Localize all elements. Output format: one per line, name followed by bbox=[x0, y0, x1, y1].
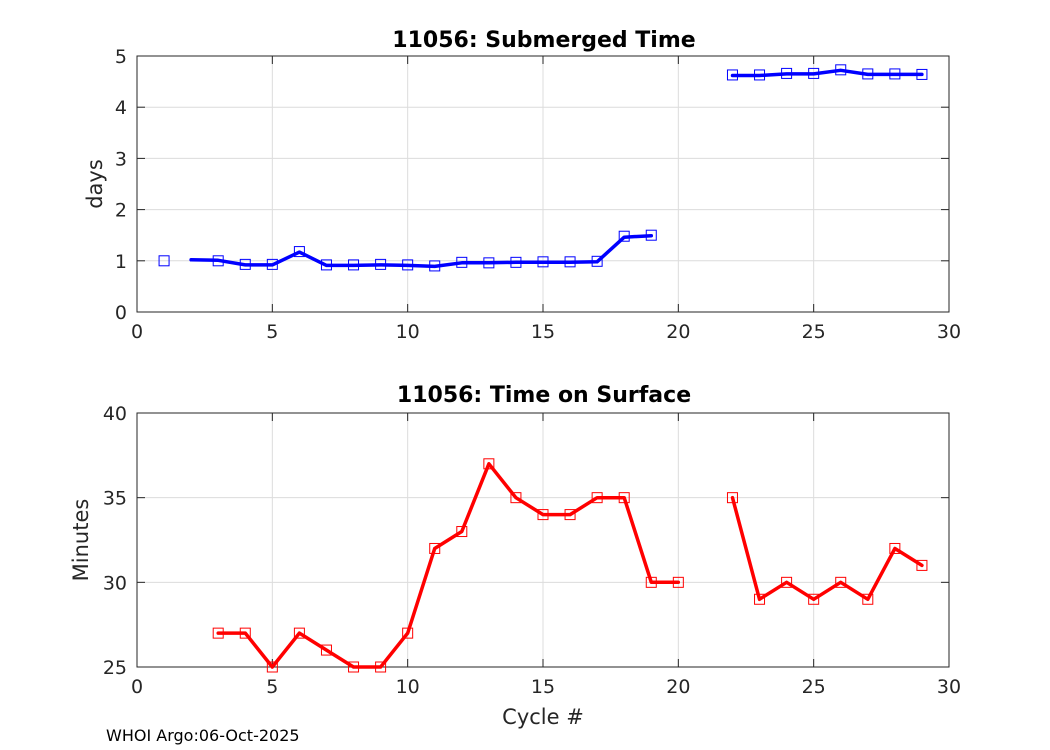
data-point-marker bbox=[375, 258, 387, 270]
y-tick-label: 35 bbox=[103, 488, 127, 510]
series-line bbox=[216, 462, 681, 669]
y-tick-label: 3 bbox=[115, 148, 127, 170]
data-point-marker bbox=[889, 68, 901, 80]
series-line bbox=[730, 68, 924, 78]
data-point-marker bbox=[618, 230, 630, 242]
data-point-marker bbox=[808, 593, 820, 605]
y-tick-label: 0 bbox=[115, 302, 127, 324]
submerged-time-plot: 11056: Submerged Time days 0 5 10 15 20 25 300… bbox=[83, 28, 961, 343]
data-point-marker bbox=[781, 67, 793, 79]
footer-text: WHOI Argo:06-Oct-2025 bbox=[106, 726, 300, 745]
x-tick-label: 25 bbox=[802, 321, 826, 343]
data-point-marker bbox=[726, 69, 738, 81]
x-tick-label: 0 bbox=[131, 321, 143, 343]
x-axis-label: Cycle # bbox=[502, 705, 584, 729]
data-point-marker bbox=[239, 627, 251, 639]
data-point-marker bbox=[591, 255, 603, 267]
y-tick-label: 40 bbox=[103, 403, 127, 425]
data-point-marker bbox=[266, 258, 278, 270]
x-tick-label: 20 bbox=[666, 321, 690, 343]
data-point-marker bbox=[456, 256, 468, 268]
y-tick-label: 5 bbox=[115, 46, 127, 68]
y-tick-label: 1 bbox=[115, 251, 127, 273]
data-point-marker bbox=[239, 258, 251, 270]
axes-frame bbox=[136, 412, 950, 668]
chart-title: 11056: Submerged Time bbox=[392, 28, 695, 53]
series-line bbox=[730, 495, 924, 602]
data-point-marker bbox=[510, 492, 522, 504]
data-point-marker bbox=[158, 255, 170, 267]
data-point-marker bbox=[402, 627, 414, 639]
x-tick-label: 10 bbox=[396, 321, 420, 343]
x-tick-label: 15 bbox=[531, 321, 555, 343]
data-point-marker bbox=[537, 256, 549, 268]
data-point-marker bbox=[645, 229, 657, 241]
data-point-marker bbox=[375, 661, 387, 673]
x-tick-label: 30 bbox=[937, 676, 961, 698]
x-tick-label: 10 bbox=[396, 676, 420, 698]
data-point-marker bbox=[537, 509, 549, 521]
x-tick-label: 5 bbox=[266, 321, 278, 343]
x-tick-label: 30 bbox=[937, 321, 961, 343]
x-tick-label: 25 bbox=[802, 676, 826, 698]
data-point-marker bbox=[835, 576, 847, 588]
data-point-marker bbox=[916, 68, 928, 80]
y-tick-label: 2 bbox=[115, 200, 127, 222]
data-point-marker bbox=[808, 67, 820, 79]
data-point-marker bbox=[726, 492, 738, 504]
data-point-marker bbox=[916, 559, 928, 571]
data-point-marker bbox=[348, 259, 360, 271]
data-point-marker bbox=[510, 256, 522, 268]
data-point-marker bbox=[862, 68, 874, 80]
data-point-marker bbox=[483, 458, 495, 470]
data-point-marker bbox=[781, 576, 793, 588]
data-point-marker bbox=[483, 257, 495, 269]
data-point-marker bbox=[862, 593, 874, 605]
chart-title: 11056: Time on Surface bbox=[397, 383, 691, 408]
x-tick-label: 5 bbox=[266, 676, 278, 698]
x-tick-label: 20 bbox=[666, 676, 690, 698]
data-point-marker bbox=[293, 246, 305, 258]
data-point-marker bbox=[320, 259, 332, 271]
data-point-marker bbox=[429, 542, 441, 554]
data-point-marker bbox=[320, 644, 332, 656]
y-tick-label: 4 bbox=[115, 97, 127, 119]
data-point-marker bbox=[402, 259, 414, 271]
data-point-marker bbox=[672, 576, 684, 588]
data-point-marker bbox=[456, 526, 468, 538]
x-tick-label: 0 bbox=[131, 676, 143, 698]
y-tick-label: 25 bbox=[103, 657, 127, 679]
data-point-marker bbox=[429, 260, 441, 272]
data-point-marker bbox=[618, 492, 630, 504]
data-point-marker bbox=[591, 492, 603, 504]
y-tick-label: 30 bbox=[103, 572, 127, 594]
x-tick-label: 15 bbox=[531, 676, 555, 698]
axes-frame bbox=[136, 55, 950, 313]
data-point-marker bbox=[645, 576, 657, 588]
data-point-marker bbox=[212, 255, 224, 267]
data-point-marker bbox=[889, 542, 901, 554]
data-point-marker bbox=[835, 64, 847, 76]
data-point-marker bbox=[754, 593, 766, 605]
data-point-marker bbox=[564, 509, 576, 521]
data-point-marker bbox=[212, 627, 224, 639]
data-point-marker bbox=[266, 661, 278, 673]
data-point-marker bbox=[348, 661, 360, 673]
data-point-marker bbox=[293, 627, 305, 639]
data-point-marker bbox=[754, 69, 766, 81]
data-point-marker bbox=[564, 256, 576, 268]
y-axis-label: Minutes bbox=[69, 499, 93, 582]
y-axis-label: days bbox=[83, 159, 107, 209]
time-on-surface-plot: 11056: Time on Surface Minutes Cycle # 0… bbox=[69, 383, 961, 729]
